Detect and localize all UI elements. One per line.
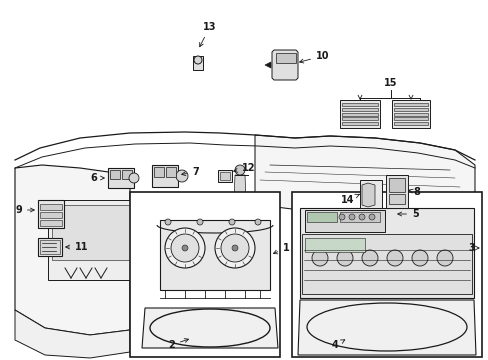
Bar xyxy=(302,234,471,294)
Circle shape xyxy=(254,219,261,225)
Circle shape xyxy=(215,228,254,268)
Bar xyxy=(145,195,249,275)
Text: 13: 13 xyxy=(199,22,216,47)
Text: 3: 3 xyxy=(467,243,478,253)
Circle shape xyxy=(129,173,139,183)
Circle shape xyxy=(231,245,238,251)
Bar xyxy=(388,178,404,192)
Bar xyxy=(48,200,138,280)
Circle shape xyxy=(164,228,204,268)
Polygon shape xyxy=(341,117,377,120)
Circle shape xyxy=(311,250,327,266)
Polygon shape xyxy=(264,62,270,68)
Circle shape xyxy=(361,250,377,266)
Text: 1: 1 xyxy=(273,243,289,254)
Bar xyxy=(193,56,203,70)
Bar xyxy=(152,165,178,187)
Circle shape xyxy=(176,170,187,182)
Polygon shape xyxy=(254,135,474,230)
Bar xyxy=(339,100,379,128)
Text: 6: 6 xyxy=(90,173,104,183)
Bar xyxy=(130,192,280,357)
Bar xyxy=(40,220,62,226)
Text: 7: 7 xyxy=(181,167,198,177)
Polygon shape xyxy=(393,117,427,120)
Circle shape xyxy=(338,214,345,220)
Bar xyxy=(388,194,404,204)
Bar xyxy=(305,238,364,252)
Bar xyxy=(52,205,134,260)
Polygon shape xyxy=(142,308,278,348)
Polygon shape xyxy=(393,113,427,116)
Text: 15: 15 xyxy=(384,78,397,88)
Circle shape xyxy=(411,250,427,266)
Polygon shape xyxy=(297,300,475,355)
Polygon shape xyxy=(341,113,377,116)
Circle shape xyxy=(336,250,352,266)
Bar xyxy=(197,202,246,237)
Polygon shape xyxy=(271,50,297,80)
Polygon shape xyxy=(385,175,407,208)
Bar xyxy=(305,210,384,232)
Polygon shape xyxy=(341,122,377,125)
Bar xyxy=(40,212,62,218)
Bar xyxy=(40,204,62,210)
Text: 9: 9 xyxy=(15,205,34,215)
Bar xyxy=(154,167,163,177)
Bar xyxy=(299,208,473,298)
Circle shape xyxy=(358,214,364,220)
Circle shape xyxy=(171,234,199,262)
Bar xyxy=(38,238,62,256)
Circle shape xyxy=(197,219,203,225)
Bar xyxy=(220,172,229,180)
Text: 12: 12 xyxy=(233,163,255,173)
Polygon shape xyxy=(393,103,427,106)
Bar xyxy=(160,220,269,290)
Circle shape xyxy=(182,245,187,251)
Text: 2: 2 xyxy=(168,339,188,350)
Bar xyxy=(152,202,194,237)
Polygon shape xyxy=(15,165,130,335)
Circle shape xyxy=(228,219,235,225)
Bar xyxy=(40,240,60,254)
Bar xyxy=(122,170,132,179)
Bar xyxy=(38,200,64,228)
Polygon shape xyxy=(15,310,130,358)
Bar xyxy=(391,100,429,128)
Bar xyxy=(306,212,336,222)
Text: 11: 11 xyxy=(65,242,88,252)
Bar xyxy=(218,170,231,182)
Polygon shape xyxy=(341,103,377,106)
Circle shape xyxy=(221,234,248,262)
Circle shape xyxy=(235,165,244,175)
Bar xyxy=(110,170,120,179)
Polygon shape xyxy=(231,175,247,250)
Polygon shape xyxy=(341,108,377,111)
Bar xyxy=(339,212,379,222)
Text: 5: 5 xyxy=(397,209,418,219)
Polygon shape xyxy=(393,122,427,125)
Bar xyxy=(291,192,481,357)
Text: 10: 10 xyxy=(299,51,329,63)
Circle shape xyxy=(348,214,354,220)
Circle shape xyxy=(194,56,202,64)
Bar xyxy=(275,53,295,63)
Circle shape xyxy=(386,250,402,266)
Polygon shape xyxy=(393,108,427,111)
Polygon shape xyxy=(359,180,381,208)
Text: 14: 14 xyxy=(340,194,359,205)
Polygon shape xyxy=(361,183,374,207)
Circle shape xyxy=(164,219,171,225)
Text: 8: 8 xyxy=(408,187,419,197)
Bar xyxy=(165,167,176,177)
Text: 4: 4 xyxy=(331,340,344,350)
Bar xyxy=(108,168,134,188)
Circle shape xyxy=(368,214,374,220)
Circle shape xyxy=(436,250,452,266)
